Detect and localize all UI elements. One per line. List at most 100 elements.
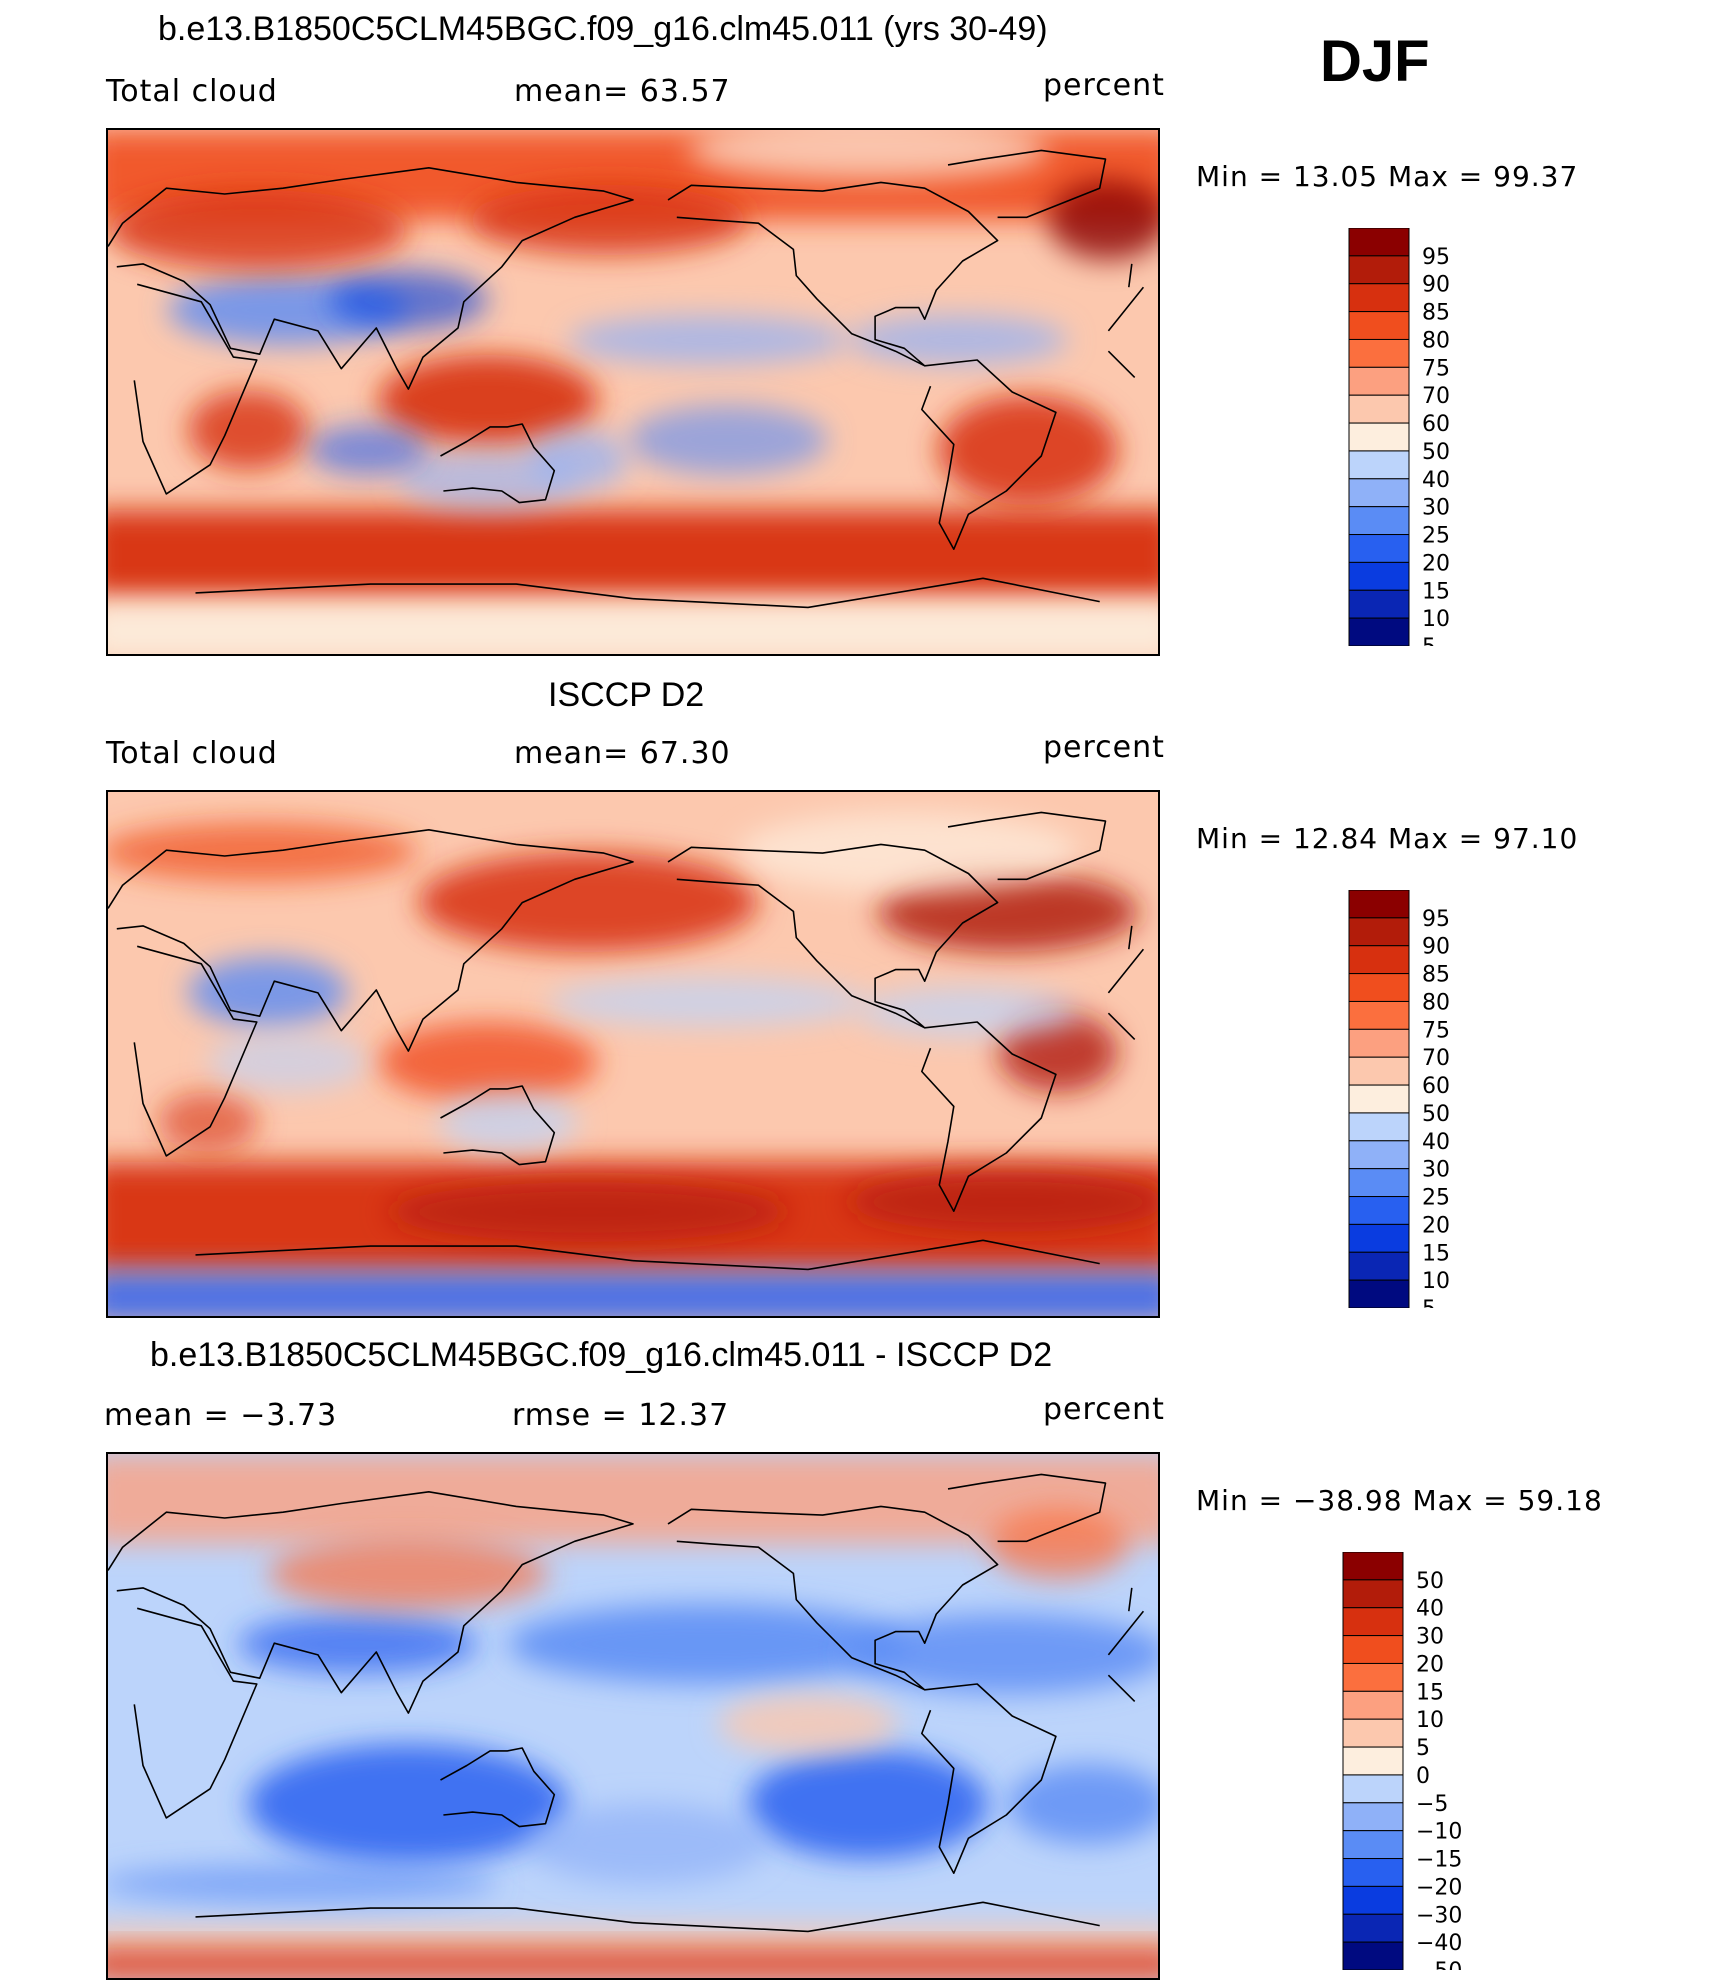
colorbar-swatch <box>1348 889 1410 919</box>
cloud-field-region <box>738 812 1078 892</box>
cloud-field-band <box>108 1272 1158 1316</box>
panel-2-map <box>106 790 1160 1318</box>
colorbar-level-label: 20 <box>1422 1213 1450 1238</box>
panel-3-rmse: rmse = 12.37 <box>512 1398 730 1433</box>
coastline <box>667 1505 999 1691</box>
coastline <box>195 583 634 600</box>
coastline <box>133 945 258 1157</box>
coastline <box>1107 1674 1136 1702</box>
coastline <box>1107 948 1145 994</box>
panel-2-min-max: Min = 12.84 Max = 97.10 <box>1196 822 1579 855</box>
colorbar-swatch <box>1348 1056 1410 1086</box>
cloud-field-region <box>548 977 868 1027</box>
colorbar-swatch <box>1348 1028 1410 1058</box>
coastline <box>920 359 1057 551</box>
colorbar-swatch <box>1342 1635 1404 1664</box>
cloud-field-band <box>108 510 1158 600</box>
cloud-field-region <box>248 1744 568 1864</box>
panel-1-units: percent <box>1043 68 1165 103</box>
colorbar-swatch <box>1348 450 1410 480</box>
coastline <box>440 1747 556 1828</box>
cloud-field-region <box>188 390 308 470</box>
colorbar-level-label: 40 <box>1422 468 1450 493</box>
panel-3-units: percent <box>1043 1392 1165 1427</box>
colorbar-level-label: −30 <box>1416 1903 1462 1928</box>
colorbar-swatch <box>1348 945 1410 975</box>
colorbar-swatch <box>1348 1084 1410 1114</box>
cloud-field-region <box>328 270 488 330</box>
cloud-field-region <box>938 395 1118 505</box>
colorbar-swatch <box>1342 1746 1404 1776</box>
map-svg <box>108 1454 1158 1978</box>
map-svg <box>108 792 1158 1316</box>
panel-2-units: percent <box>1043 730 1165 765</box>
colorbar-swatch <box>1342 1885 1404 1915</box>
colorbar-swatch <box>1348 617 1410 647</box>
cloud-field-region <box>398 450 578 510</box>
colorbar-swatch <box>1348 1112 1410 1142</box>
colorbar-level-label: 30 <box>1422 1158 1450 1183</box>
colorbar-level-label: −50 <box>1416 1959 1462 1970</box>
cloud-field-region <box>568 315 848 365</box>
panel-2-left-label: Total cloud <box>106 736 278 771</box>
colorbar-swatch <box>1348 283 1410 313</box>
panel-1-title: b.e13.B1850C5CLM45BGC.f09_g16.clm45.011 … <box>158 10 1048 48</box>
colorbar-swatch <box>1342 1913 1404 1943</box>
cloud-field-region <box>528 1804 768 1884</box>
colorbar-level-label: 10 <box>1422 1269 1450 1294</box>
cloud-field-region <box>108 190 408 270</box>
coastline <box>947 811 1107 881</box>
cloud-field-region <box>858 987 1078 1037</box>
cloud-field-region <box>468 185 748 255</box>
coastline <box>440 1085 556 1166</box>
colorbar-swatch <box>1348 506 1410 536</box>
coastline <box>667 181 999 367</box>
cloud-field-region <box>208 1032 368 1092</box>
colorbar-level-label: −10 <box>1416 1820 1462 1845</box>
colorbar-swatch <box>1342 1579 1404 1609</box>
colorbar-swatch <box>1348 394 1410 424</box>
colorbar-swatch <box>1342 1662 1404 1692</box>
coastline <box>632 1239 1100 1271</box>
colorbar-level-label: 75 <box>1422 1018 1450 1043</box>
colorbar-swatch <box>1348 1223 1410 1253</box>
panel-1-left-label: Total cloud <box>106 74 278 109</box>
coastline <box>1128 925 1133 950</box>
coastline <box>133 1607 258 1819</box>
cloud-field-region <box>238 1614 478 1674</box>
colorbar-level-label: 70 <box>1422 1046 1450 1071</box>
cloud-field-region <box>848 1614 1158 1694</box>
coastline <box>195 1245 634 1262</box>
coastline <box>108 1490 634 1714</box>
colorbar-swatch <box>1342 1830 1404 1860</box>
colorbar-level-label: −20 <box>1416 1875 1462 1900</box>
colorbar-swatch <box>1342 1690 1404 1720</box>
coastline <box>1107 1012 1136 1040</box>
panel-2-title: ISCCP D2 <box>548 676 705 714</box>
cloud-field-region <box>688 130 1048 180</box>
coastline <box>947 1473 1107 1543</box>
colorbar-level-label: 5 <box>1422 635 1436 646</box>
colorbar-swatch <box>1348 422 1410 452</box>
colorbar-level-label: 85 <box>1422 963 1450 988</box>
colorbar-level-label: 15 <box>1422 1241 1450 1266</box>
colorbar-level-label: 70 <box>1422 384 1450 409</box>
colorbar-level-label: −15 <box>1416 1848 1462 1873</box>
coastline <box>1128 263 1133 288</box>
cloud-field-region <box>748 1749 988 1859</box>
panel-3-min-max: Min = −38.98 Max = 59.18 <box>1196 1484 1603 1517</box>
panel-1-map <box>106 128 1160 656</box>
colorbar-swatch <box>1348 1140 1410 1170</box>
colorbar-level-label: 30 <box>1416 1625 1444 1650</box>
panel-1-min-max: Min = 13.05 Max = 99.37 <box>1196 160 1579 193</box>
cloud-field-region <box>438 1092 578 1152</box>
colorbar-swatch <box>1342 1802 1404 1832</box>
cloud-field-region <box>308 425 428 475</box>
colorbar-swatch <box>1348 973 1410 1002</box>
cloud-field-region <box>628 405 828 475</box>
colorbar-swatch <box>1342 1941 1404 1971</box>
colorbar-swatch <box>1348 255 1410 285</box>
